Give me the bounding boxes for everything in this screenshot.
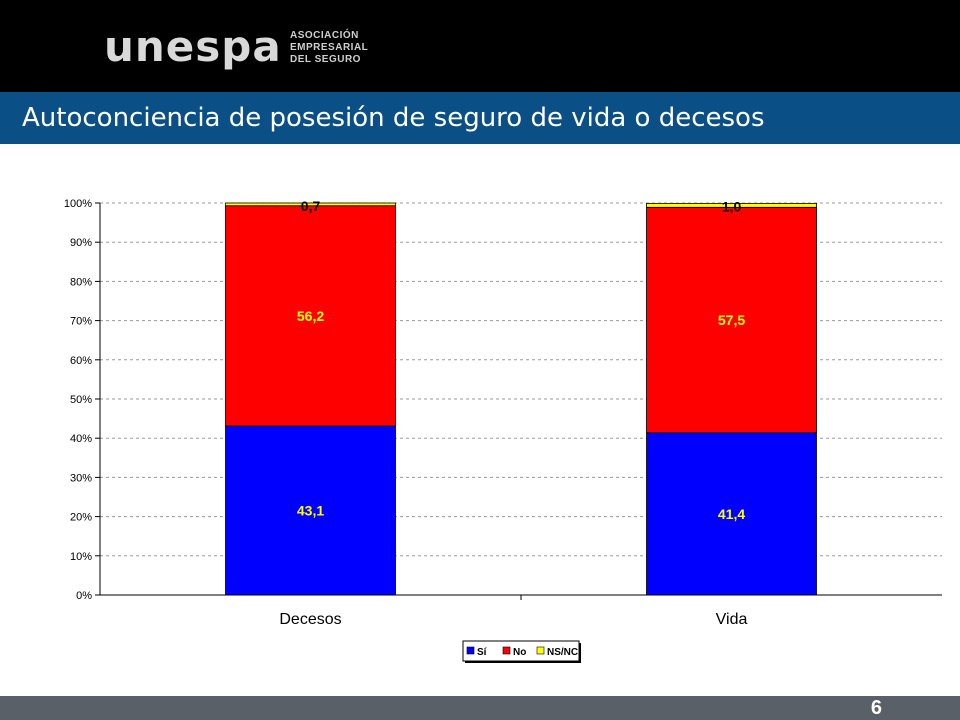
data-label: 1,0 xyxy=(722,198,742,214)
legend-swatch xyxy=(502,646,511,655)
bar-segment xyxy=(225,202,396,207)
y-tick-label: 40% xyxy=(70,433,92,445)
logo-subtitle-line: EMPRESARIAL xyxy=(290,42,369,53)
x-category-label: Vida xyxy=(716,611,748,628)
legend-box xyxy=(462,640,580,662)
y-tick-label: 50% xyxy=(70,394,92,406)
y-tick-label: 0% xyxy=(76,590,92,602)
y-tick-label: 90% xyxy=(70,237,92,249)
legend-label: NS/NC xyxy=(547,647,578,658)
slide-title: Autoconciencia de posesión de seguro de … xyxy=(22,103,765,133)
footer-bar: 6 xyxy=(0,696,960,720)
bar-segment xyxy=(225,205,396,427)
y-tick-label: 60% xyxy=(70,355,92,367)
data-label: 43,1 xyxy=(297,503,324,519)
data-label: 0,7 xyxy=(301,198,321,214)
bar-segment xyxy=(646,202,817,208)
page-number: 6 xyxy=(870,697,882,719)
y-tick-label: 70% xyxy=(70,316,92,328)
data-label: 56,2 xyxy=(297,308,324,324)
bar-segment xyxy=(225,425,396,596)
header-band: unespa ASOCIACIÓN EMPRESARIAL DEL SEGURO xyxy=(0,0,960,92)
bar-segment xyxy=(646,206,817,434)
title-bar: Autoconciencia de posesión de seguro de … xyxy=(0,92,960,144)
x-category-label: Decesos xyxy=(279,611,341,628)
logo-subtitle: ASOCIACIÓN EMPRESARIAL DEL SEGURO xyxy=(290,30,368,66)
legend-swatch xyxy=(536,646,545,655)
legend-swatch xyxy=(466,646,475,655)
logo-wordmark: unespa xyxy=(104,22,282,71)
y-tick-label: 80% xyxy=(70,276,92,288)
legend-label: Sí xyxy=(477,647,488,658)
y-tick-label: 30% xyxy=(70,472,92,484)
data-label: 57,5 xyxy=(718,312,745,328)
data-label: 41,4 xyxy=(718,506,745,522)
logo-subtitle-line: DEL SEGURO xyxy=(290,54,361,65)
stacked-bar-chart: 0% 10% 20% 30% 40% 50% 60% 70% 80% 90% 100% 43,1 56,… xyxy=(64,198,942,663)
y-tick-label: 100% xyxy=(64,198,92,210)
y-tick-label: 10% xyxy=(70,551,92,563)
logo-subtitle-line: ASOCIACIÓN xyxy=(290,30,359,41)
legend-label: No xyxy=(513,647,526,658)
y-tick-label: 20% xyxy=(70,512,92,524)
